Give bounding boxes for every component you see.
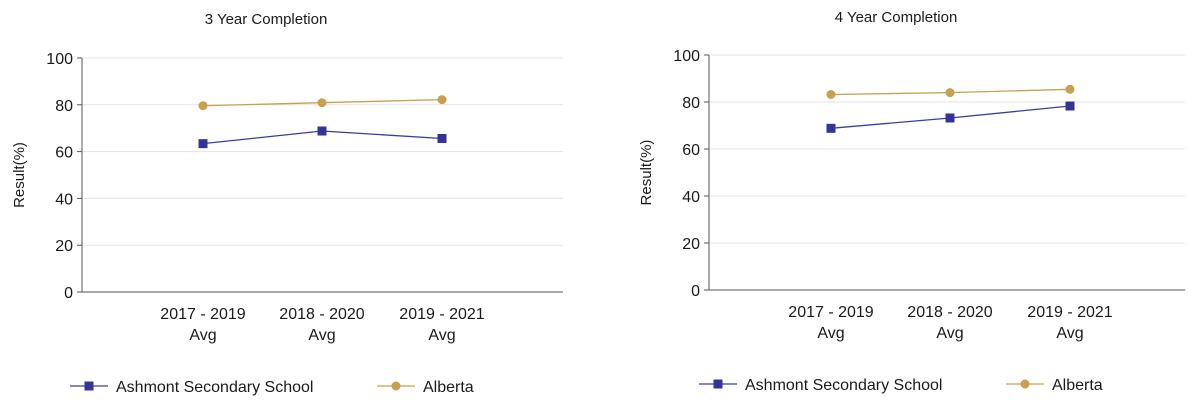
- legend-marker: [713, 379, 723, 389]
- y-tick-label: 20: [682, 236, 700, 253]
- chart-title: 3 Year Completion: [205, 11, 328, 28]
- data-point: [826, 123, 836, 133]
- x-tick-label: 2017 - 2019: [160, 306, 246, 323]
- chart-2: 4 Year Completion Result(%) 0 20 40 60 80 100 20…: [638, 9, 1185, 394]
- y-tick-label: 100: [673, 48, 700, 65]
- data-point: [945, 113, 955, 123]
- data-point: [317, 126, 327, 136]
- y-tick-label: 0: [64, 285, 73, 302]
- legend-item: Alberta: [377, 379, 474, 396]
- legend-item: Alberta: [1006, 377, 1103, 394]
- y-tick-label: 80: [55, 98, 73, 115]
- chart-title: 4 Year Completion: [835, 9, 958, 26]
- y-tick-label: 60: [55, 145, 73, 162]
- legend-label: Ashmont Secondary School: [745, 377, 942, 394]
- legend-item: Ashmont Secondary School: [699, 377, 942, 394]
- x-tick-label: 2018 - 2020: [907, 304, 993, 321]
- series-1: [198, 126, 447, 149]
- legend-marker: [391, 381, 401, 391]
- y-tick-label: 20: [55, 238, 73, 255]
- x-tick-label: Avg: [428, 327, 455, 344]
- legend-marker: [1020, 379, 1030, 389]
- y-tick-label: 100: [46, 51, 73, 68]
- data-point: [198, 101, 208, 111]
- x-tick-label: 2017 - 2019: [788, 304, 874, 321]
- x-tick-label: Avg: [189, 327, 216, 344]
- y-axis-label: Result(%): [11, 142, 28, 208]
- x-tick-label: Avg: [936, 325, 963, 342]
- x-tick-label: Avg: [1056, 325, 1083, 342]
- data-point: [198, 139, 208, 149]
- y-tick-label: 0: [691, 283, 700, 300]
- series-2: [198, 95, 447, 111]
- data-point: [945, 88, 955, 98]
- data-point: [826, 89, 836, 99]
- legend-marker: [84, 381, 94, 391]
- y-tick-label: 40: [682, 189, 700, 206]
- chart-1: 3 Year Completion Result(%) 0 20 40 60 80 100 20…: [11, 11, 563, 396]
- x-tick-label: 2018 - 2020: [279, 306, 365, 323]
- legend-item: Ashmont Secondary School: [70, 379, 313, 396]
- x-tick-label: 2019 - 2021: [1027, 304, 1113, 321]
- series-2: [826, 84, 1075, 99]
- legend-label: Alberta: [423, 379, 474, 396]
- data-point: [1065, 101, 1075, 111]
- y-tick-label: 40: [55, 191, 73, 208]
- x-tick-label: Avg: [817, 325, 844, 342]
- legend-label: Ashmont Secondary School: [116, 379, 313, 396]
- data-point: [317, 98, 327, 108]
- x-tick-label: Avg: [308, 327, 335, 344]
- y-tick-label: 80: [682, 95, 700, 112]
- y-tick-label: 60: [682, 142, 700, 159]
- y-axis-label: Result(%): [638, 140, 655, 206]
- data-point: [437, 95, 447, 105]
- data-point: [437, 133, 447, 143]
- x-tick-label: 2019 - 2021: [399, 306, 485, 323]
- legend-label: Alberta: [1052, 377, 1103, 394]
- series-1: [826, 101, 1075, 133]
- data-point: [1065, 84, 1075, 94]
